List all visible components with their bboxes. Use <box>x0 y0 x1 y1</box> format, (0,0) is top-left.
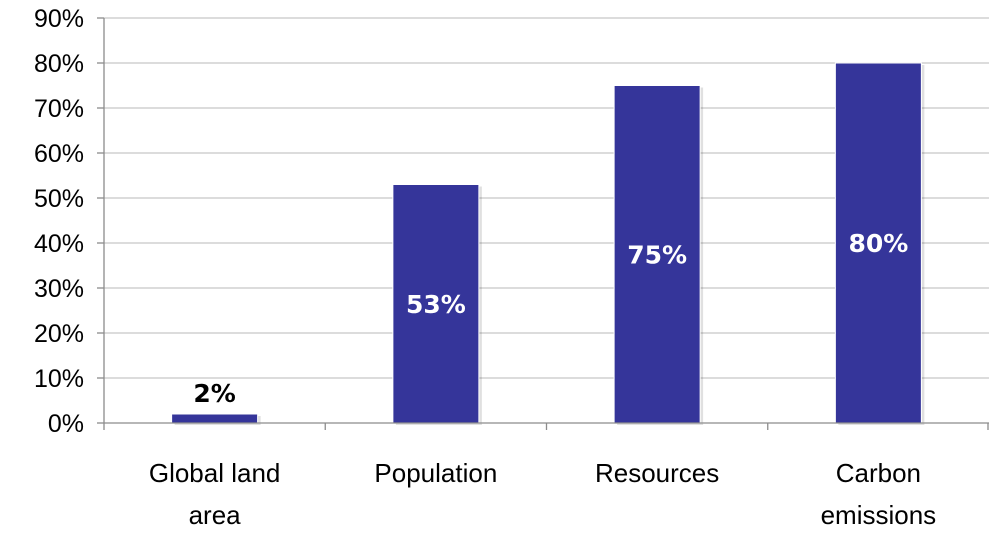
data-label: 53% <box>406 290 466 319</box>
x-category-label: Population <box>374 458 497 488</box>
y-tick-label: 0% <box>48 410 84 438</box>
x-category-label: Resources <box>595 458 719 488</box>
x-category-label: Global land area <box>149 458 281 530</box>
y-tick-label: 30% <box>34 275 84 303</box>
data-label: 80% <box>848 229 908 258</box>
x-category-label: Carbon emissions <box>821 458 937 530</box>
x-axis-category-labels: Global land area Population Resources Carbon… <box>149 458 936 530</box>
y-tick-label: 90% <box>34 5 84 33</box>
y-tick-label: 70% <box>34 95 84 123</box>
data-label: 2% <box>193 379 235 408</box>
y-tick-label: 20% <box>34 320 84 348</box>
bars <box>172 63 925 425</box>
data-labels: 2% 53% 75% 80% <box>193 229 908 408</box>
y-tick-label: 10% <box>34 365 84 393</box>
bar <box>172 414 258 423</box>
y-axis-tick-labels: 0% 10% 20% 30% 40% 50% 60% 70% 80% 90% <box>34 5 84 438</box>
y-tick-label: 40% <box>34 230 84 258</box>
y-tick-label: 60% <box>34 140 84 168</box>
data-label: 75% <box>627 240 687 269</box>
y-tick-label: 50% <box>34 185 84 213</box>
y-tick-label: 80% <box>34 50 84 78</box>
